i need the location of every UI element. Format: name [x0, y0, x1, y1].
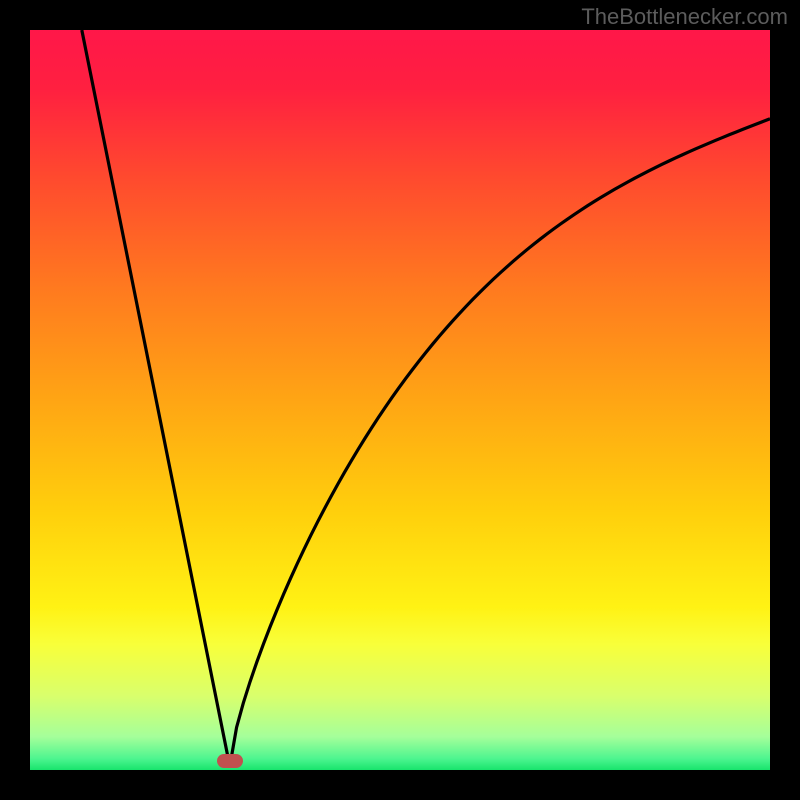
minimum-marker — [217, 754, 243, 768]
watermark-text: TheBottlenecker.com — [581, 4, 788, 30]
curve-path — [82, 30, 770, 766]
plot-area — [30, 30, 770, 770]
bottleneck-curve — [30, 30, 770, 770]
